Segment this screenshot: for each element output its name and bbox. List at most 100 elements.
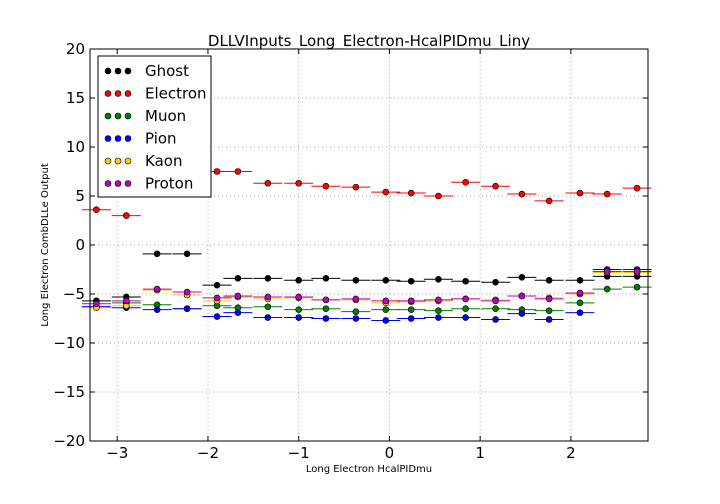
- y-tick-label: −5: [63, 285, 85, 303]
- data-point: [264, 293, 272, 301]
- series-muon: [81, 283, 652, 315]
- data-point: [603, 268, 611, 275]
- legend-label: Proton: [145, 175, 193, 193]
- legend-item-kaon: Kaon: [104, 152, 182, 170]
- data-point: [322, 275, 330, 282]
- legend-item-electron: Electron: [104, 85, 207, 103]
- data-point: [213, 294, 221, 302]
- data-point: [492, 316, 499, 323]
- legend-item-pion: Pion: [104, 130, 177, 148]
- data-point: [407, 277, 415, 285]
- y-tick-label: −10: [53, 334, 85, 352]
- data-point: [545, 197, 553, 205]
- data-point: [576, 189, 584, 197]
- data-point: [492, 278, 499, 286]
- legend-marker: [104, 135, 112, 142]
- data-point: [603, 190, 611, 198]
- data-point: [183, 250, 191, 258]
- data-point: [407, 306, 415, 313]
- legend-marker: [104, 112, 112, 120]
- data-point: [322, 315, 330, 322]
- data-point: [213, 168, 221, 175]
- data-point: [518, 292, 526, 300]
- y-tick-label: 10: [66, 138, 85, 156]
- legend-marker: [114, 135, 122, 142]
- data-point: [407, 315, 415, 322]
- legend-label: Kaon: [145, 152, 182, 170]
- legend-marker: [124, 157, 132, 165]
- series-proton: [81, 268, 652, 308]
- legend-item-muon: Muon: [104, 107, 186, 125]
- legend-item-ghost: Ghost: [104, 62, 189, 80]
- legend-label: Electron: [145, 85, 207, 103]
- data-point: [462, 295, 469, 303]
- data-point: [492, 182, 499, 190]
- data-point: [153, 285, 161, 293]
- data-point: [545, 307, 553, 314]
- x-axis-label: Long Electron HcalPIDmu: [306, 464, 432, 475]
- data-point: [576, 276, 584, 284]
- legend-marker: [104, 90, 112, 97]
- data-point: [213, 281, 221, 289]
- x-tick-label: −1: [288, 444, 310, 462]
- data-point: [352, 276, 360, 284]
- legend-item-proton: Proton: [104, 175, 193, 193]
- legend-marker: [114, 90, 122, 97]
- data-point: [462, 305, 469, 313]
- data-point: [435, 275, 442, 283]
- legend-marker: [114, 112, 122, 120]
- data-point: [264, 275, 272, 282]
- x-tick-label: −3: [106, 444, 128, 462]
- data-point: [382, 297, 390, 305]
- legend-label: Pion: [145, 130, 177, 148]
- data-point: [295, 306, 302, 313]
- legend-marker: [124, 135, 132, 142]
- data-point: [264, 303, 272, 311]
- data-point: [382, 188, 390, 196]
- data-point: [183, 305, 191, 313]
- legend-marker: [124, 90, 132, 97]
- x-tick-label: 2: [566, 444, 576, 462]
- data-point: [122, 212, 130, 219]
- data-point: [122, 297, 130, 305]
- data-point: [407, 189, 415, 197]
- data-point: [407, 297, 415, 305]
- data-point: [322, 182, 330, 190]
- data-point: [545, 316, 553, 323]
- legend-marker: [104, 180, 112, 187]
- legend-label: Muon: [145, 107, 186, 125]
- series-layer: [81, 167, 652, 324]
- data-point: [264, 179, 272, 187]
- legend-marker: [124, 180, 132, 187]
- data-point: [603, 285, 611, 293]
- data-point: [382, 276, 390, 284]
- data-point: [234, 168, 242, 175]
- legend: Ghost Electron Muon Pion Kaon Proton: [97, 55, 212, 198]
- data-point: [352, 183, 360, 191]
- data-point: [576, 309, 584, 316]
- data-point: [322, 305, 330, 313]
- data-point: [295, 179, 302, 187]
- data-point: [633, 184, 641, 192]
- y-tick-label: 5: [75, 187, 85, 205]
- data-point: [322, 296, 330, 304]
- data-point: [518, 274, 526, 281]
- data-point: [234, 275, 242, 282]
- data-point: [352, 295, 360, 303]
- legend-box: [97, 55, 212, 198]
- data-point: [213, 313, 221, 320]
- data-point: [518, 310, 526, 317]
- data-point: [633, 268, 641, 275]
- data-point: [382, 317, 390, 324]
- data-point: [545, 295, 553, 303]
- legend-marker: [104, 67, 112, 75]
- y-tick-label: 20: [66, 40, 85, 58]
- data-point: [462, 277, 469, 285]
- data-point: [153, 306, 161, 313]
- data-point: [382, 306, 390, 313]
- legend-marker: [124, 67, 132, 75]
- chart-title: DLLVInputs_Long_Electron-HcalPIDmu_Liny: [208, 32, 530, 51]
- legend-marker: [114, 67, 122, 75]
- y-tick-label: 0: [75, 236, 85, 254]
